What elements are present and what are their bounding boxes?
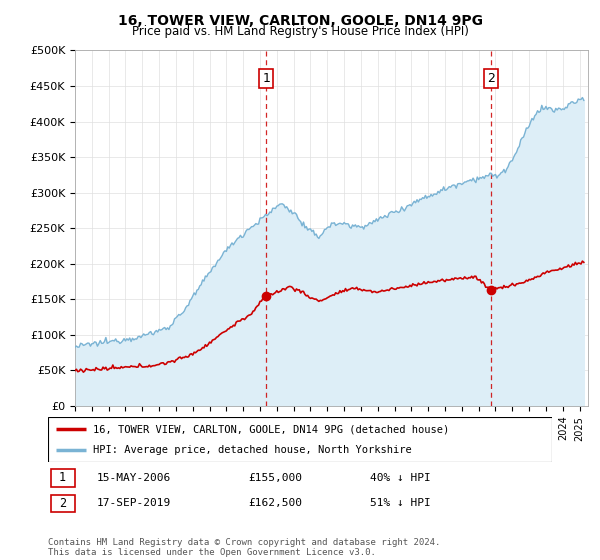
FancyBboxPatch shape — [50, 469, 75, 487]
Text: HPI: Average price, detached house, North Yorkshire: HPI: Average price, detached house, Nort… — [94, 445, 412, 455]
Text: 40% ↓ HPI: 40% ↓ HPI — [370, 473, 431, 483]
FancyBboxPatch shape — [50, 494, 75, 512]
Text: 16, TOWER VIEW, CARLTON, GOOLE, DN14 9PG: 16, TOWER VIEW, CARLTON, GOOLE, DN14 9PG — [118, 14, 482, 28]
Text: 17-SEP-2019: 17-SEP-2019 — [97, 498, 171, 508]
Text: 2: 2 — [487, 72, 494, 85]
Text: 1: 1 — [59, 471, 66, 484]
Text: 1: 1 — [262, 72, 270, 85]
Text: £162,500: £162,500 — [248, 498, 302, 508]
Text: 16, TOWER VIEW, CARLTON, GOOLE, DN14 9PG (detached house): 16, TOWER VIEW, CARLTON, GOOLE, DN14 9PG… — [94, 424, 449, 435]
Text: Contains HM Land Registry data © Crown copyright and database right 2024.
This d: Contains HM Land Registry data © Crown c… — [48, 538, 440, 557]
Text: 15-MAY-2006: 15-MAY-2006 — [97, 473, 171, 483]
Text: £155,000: £155,000 — [248, 473, 302, 483]
Text: 2: 2 — [59, 497, 66, 510]
Text: Price paid vs. HM Land Registry's House Price Index (HPI): Price paid vs. HM Land Registry's House … — [131, 25, 469, 38]
Text: 51% ↓ HPI: 51% ↓ HPI — [370, 498, 431, 508]
